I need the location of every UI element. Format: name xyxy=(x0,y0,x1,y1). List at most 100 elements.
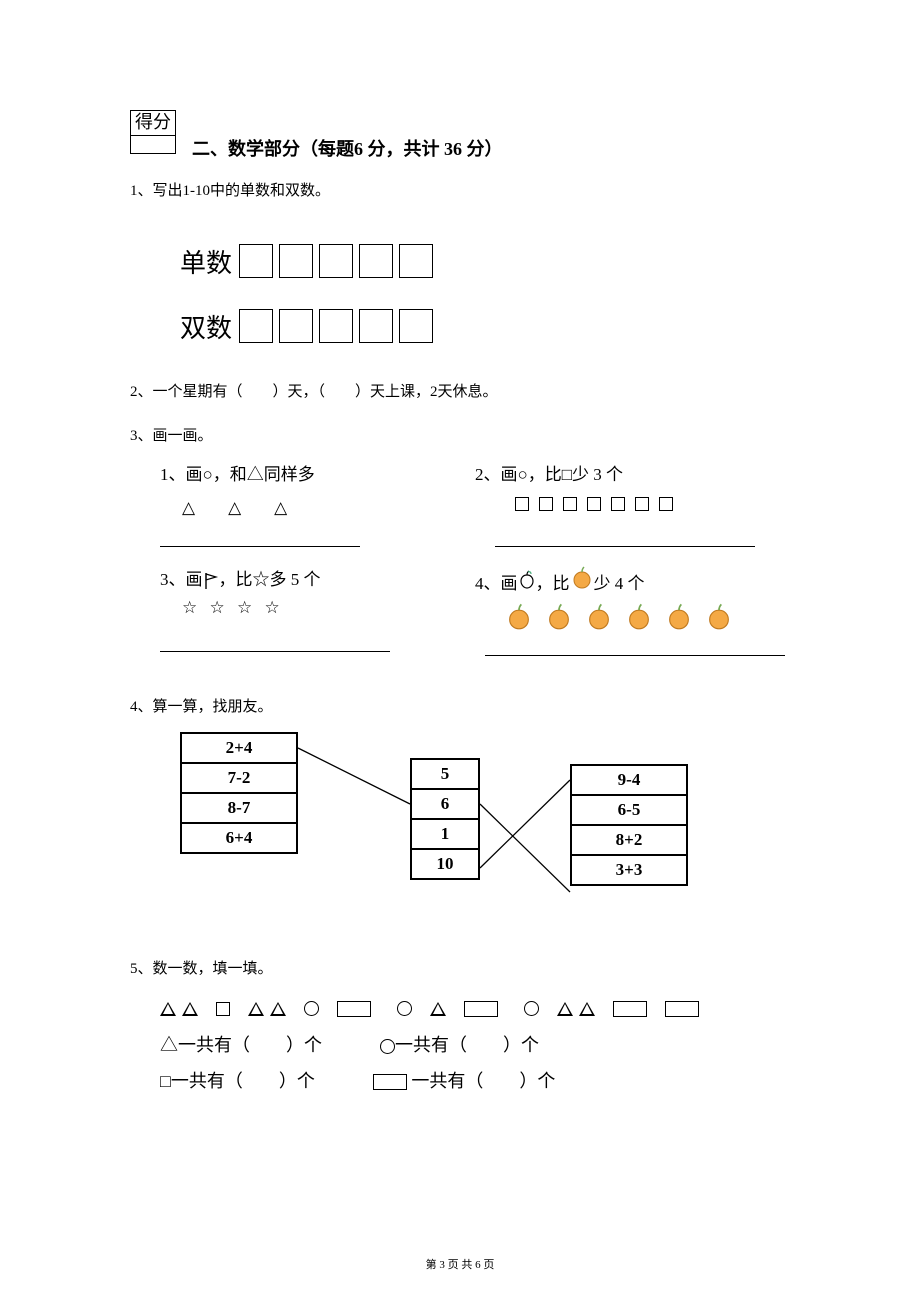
rectangle-icon xyxy=(464,1001,498,1017)
answer-box xyxy=(239,309,273,343)
square-icon xyxy=(659,497,673,511)
table-cell: 3+3 xyxy=(571,855,687,885)
circle-icon xyxy=(380,1039,395,1054)
answer-box xyxy=(399,244,433,278)
apple-orange-icon xyxy=(585,615,613,634)
q3-2-title: 2、画○，比□少 3 个 xyxy=(475,460,790,485)
q3-item-2: 2、画○，比□少 3 个 xyxy=(475,460,790,547)
page-footer: 第 3 页 共 6 页 xyxy=(0,1256,920,1272)
table-cell: 5 xyxy=(411,759,479,789)
q3-2-line xyxy=(495,523,755,547)
content-area: 1、写出1-10中的单数和双数。 单数 双数 2、一个星期有（ ）天，（ ）天上… xyxy=(130,180,790,1099)
odd-boxes xyxy=(236,244,436,278)
q4-text: 4、算一算，找朋友。 xyxy=(130,696,790,719)
q3-grid: 1、画○，和△同样多 △ △ △ 2、画○，比□少 3 个 3、画 ，比☆多 5 … xyxy=(160,460,790,674)
table-cell: 7-2 xyxy=(181,763,297,793)
square-icon xyxy=(216,1002,230,1016)
q3-4-prefix: 4、画 xyxy=(475,574,518,593)
answer-box xyxy=(279,309,313,343)
q3-item-4: 4、画 ，比 少 4 个 xyxy=(475,565,790,656)
q3-text: 3、画一画。 xyxy=(130,425,790,448)
q3-item-1: 1、画○，和△同样多 △ △ △ xyxy=(160,460,475,547)
apple-orange-icon xyxy=(545,615,573,634)
q2-text: 2、一个星期有（ ）天，（ ）天上课，2天休息。 xyxy=(130,381,790,404)
odd-row: 单数 xyxy=(180,243,790,280)
q3-3-prefix: 3、画 xyxy=(160,570,203,589)
answer-box xyxy=(359,244,393,278)
flag-icon xyxy=(203,572,219,590)
q3-1-line xyxy=(160,523,360,547)
q3-2-shapes xyxy=(475,493,790,517)
square-icon xyxy=(563,497,577,511)
q3-4-line xyxy=(485,632,785,656)
q5-block: 5、数一数，填一填。 △一共有（ ）个 ○一共有（ ）个一共有（ ）个 □一共有… xyxy=(130,958,790,1099)
q3-4-mid: ，比 xyxy=(536,574,570,593)
table-cell: 9-4 xyxy=(571,765,687,795)
even-row: 双数 xyxy=(180,308,790,345)
q5-row2: □一共有（ ）个 一共有（ ）个 xyxy=(160,1063,790,1099)
answer-box xyxy=(319,244,353,278)
match-line xyxy=(480,804,570,892)
apple-orange-icon xyxy=(665,615,693,634)
rectangle-icon xyxy=(613,1001,647,1017)
table-cell: 6-5 xyxy=(571,795,687,825)
answer-box xyxy=(359,309,393,343)
q3-4-suffix: 少 4 个 xyxy=(594,574,645,593)
answer-box xyxy=(319,309,353,343)
q3-4-title: 4、画 ，比 少 4 个 xyxy=(475,565,790,594)
circle-icon xyxy=(397,1001,412,1016)
section-title-text: 二、数学部分（每题6 分，共计 36 分） xyxy=(192,139,503,159)
q5-row1: △一共有（ ）个 ○一共有（ ）个一共有（ ）个 xyxy=(160,1027,790,1063)
table-cell: 10 xyxy=(411,849,479,879)
table-cell: 6+4 xyxy=(181,823,297,853)
worksheet-page: 得分 二、数学部分（每题6 分，共计 36 分） 1、写出1-10中的单数和双数… xyxy=(0,0,920,1302)
q3-1-title: 1、画○，和△同样多 xyxy=(160,460,475,485)
triangle-icon xyxy=(430,1002,446,1016)
table-cell: 1 xyxy=(411,819,479,849)
odd-label: 单数 xyxy=(180,243,232,280)
q5-a4: 一共有（ ）个 xyxy=(373,1063,556,1099)
q3-1-shapes: △ △ △ xyxy=(160,493,475,517)
triangle-icon xyxy=(248,1002,264,1016)
score-blank xyxy=(130,136,176,154)
apple-orange-icon xyxy=(625,615,653,634)
rectangle-icon xyxy=(337,1001,371,1017)
square-icon xyxy=(635,497,649,511)
circle-icon xyxy=(304,1001,319,1016)
rectangle-icon xyxy=(373,1074,407,1090)
square-icon xyxy=(611,497,625,511)
section-title: 二、数学部分（每题6 分，共计 36 分） xyxy=(192,135,503,161)
q4-figure: 2+47-28-76+4 56110 9-46-58+23+3 xyxy=(180,732,790,922)
apple-orange-icon xyxy=(505,615,533,634)
q3-3-shapes: ☆ ☆ ☆ ☆ xyxy=(160,598,475,622)
score-box: 得分 xyxy=(130,110,176,154)
q5-answers: △一共有（ ）个 ○一共有（ ）个一共有（ ）个 □一共有（ ）个 一共有（ ）… xyxy=(160,1027,790,1099)
apple-small-icon xyxy=(518,569,536,589)
apple-orange-icon xyxy=(705,615,733,634)
q3-3-line xyxy=(160,628,390,652)
q3-item-3: 3、画 ，比☆多 5 个 ☆ ☆ ☆ ☆ xyxy=(160,565,475,656)
q4-block: 4、算一算，找朋友。 2+47-28-76+4 56110 9-46-58+23… xyxy=(130,696,790,923)
score-label: 得分 xyxy=(130,110,176,136)
triangle-icon xyxy=(557,1002,573,1016)
even-boxes xyxy=(236,309,436,343)
table-cell: 8+2 xyxy=(571,825,687,855)
square-icon xyxy=(515,497,529,511)
triangle-icon xyxy=(160,1002,176,1016)
q1-figure: 单数 双数 xyxy=(180,243,790,345)
q1-text: 1、写出1-10中的单数和双数。 xyxy=(130,180,790,203)
q3-3-suffix: ，比☆多 5 个 xyxy=(219,570,321,589)
q5-a4-suffix: 一共有（ ）个 xyxy=(407,1071,556,1091)
square-icon xyxy=(539,497,553,511)
square-icon xyxy=(587,497,601,511)
table-cell: 6 xyxy=(411,789,479,819)
answer-box xyxy=(399,309,433,343)
match-line xyxy=(480,780,570,868)
q4-right-table: 9-46-58+23+3 xyxy=(570,764,688,886)
q4-mid-table: 56110 xyxy=(410,758,480,880)
rectangle-icon xyxy=(665,1001,699,1017)
q5-shapes-row xyxy=(160,1001,790,1017)
circle-icon xyxy=(524,1001,539,1016)
answer-box xyxy=(239,244,273,278)
q5-text: 5、数一数，填一填。 xyxy=(130,958,790,981)
